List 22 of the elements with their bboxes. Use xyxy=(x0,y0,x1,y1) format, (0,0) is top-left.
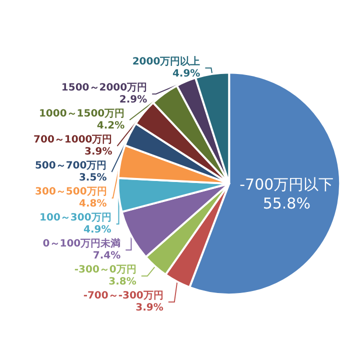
slice-label: -700～-300万円 xyxy=(83,290,164,302)
slice-label: 1500～2000万円 xyxy=(61,82,148,94)
slice-label: 300～500万円 xyxy=(35,186,107,198)
slice-label: 100～300万円 xyxy=(40,212,112,224)
slice-label: 1000～1500万円 xyxy=(38,108,125,120)
data-label: 4.9% xyxy=(84,224,112,236)
slice-label: 500～700万円 xyxy=(34,160,107,172)
slice-label: 2000万円以上 xyxy=(132,56,200,68)
data-label: 3.9% xyxy=(84,146,112,158)
data-label: 4.2% xyxy=(96,120,125,132)
slice-label: 700～1000万円 xyxy=(34,134,112,146)
data-label: 55.8% xyxy=(262,194,310,213)
data-label: 3.9% xyxy=(136,302,164,314)
slice-label: 0～100万円未満 xyxy=(42,238,121,250)
slice-label: -700万円以下 xyxy=(240,176,334,194)
data-label: 2.9% xyxy=(119,94,148,106)
data-label: 3.5% xyxy=(78,172,107,184)
slice-label: -300～0万円 xyxy=(74,264,136,276)
data-label: 3.8% xyxy=(108,276,136,288)
data-label: 4.8% xyxy=(79,198,107,210)
data-label: 4.9% xyxy=(172,68,200,80)
data-label: 7.4% xyxy=(92,250,121,262)
